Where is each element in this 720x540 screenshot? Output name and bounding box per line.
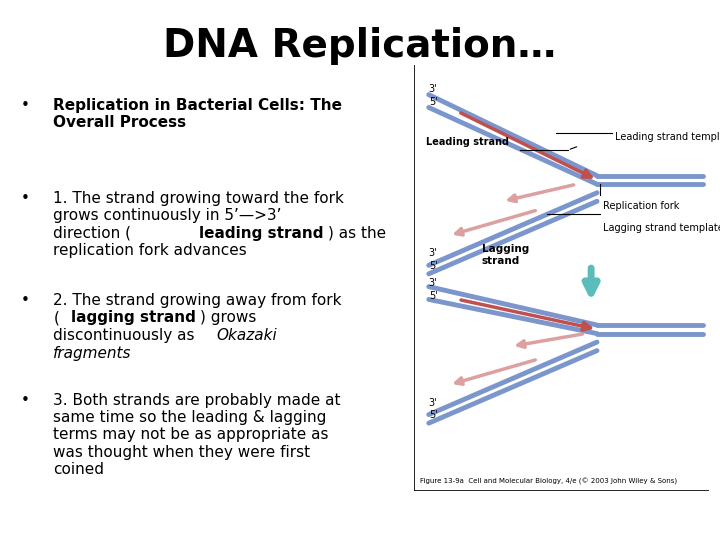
Text: leading strand: leading strand [199,226,323,241]
Text: 5': 5' [428,261,438,271]
Text: 3': 3' [428,397,437,408]
Text: discontinuously as: discontinuously as [53,328,199,343]
Text: Leading strand template: Leading strand template [615,132,720,143]
Text: 3': 3' [428,278,437,288]
Text: Replication fork: Replication fork [603,201,679,211]
Text: •: • [20,293,30,308]
Text: DNA Replication…: DNA Replication… [163,27,557,65]
Text: Figure 13-9a  Cell and Molecular Biology, 4/e (© 2003 John Wiley & Sons): Figure 13-9a Cell and Molecular Biology,… [420,478,677,485]
Text: ) grows: ) grows [200,310,256,326]
Text: 5': 5' [428,97,438,107]
Text: fragments: fragments [53,346,132,361]
Text: 3': 3' [428,84,437,94]
Text: lagging strand: lagging strand [71,310,196,326]
Text: •: • [20,98,30,113]
Text: 3': 3' [428,248,437,258]
Text: 1. The strand growing toward the fork
grows continuously in 5’—>3’
direction (: 1. The strand growing toward the fork gr… [53,191,344,240]
Text: ) as the: ) as the [328,226,387,241]
Text: replication fork advances: replication fork advances [53,244,247,259]
Text: Lagging strand template: Lagging strand template [603,222,720,233]
Text: 2. The strand growing away from fork
(: 2. The strand growing away from fork ( [53,293,342,325]
Text: Leading strand: Leading strand [426,137,509,146]
Text: •: • [20,191,30,206]
Text: 5': 5' [428,410,438,420]
Text: 5': 5' [428,291,438,301]
Text: Replication in Bacterial Cells: The
Overall Process: Replication in Bacterial Cells: The Over… [53,98,342,131]
Text: •: • [20,393,30,408]
Text: 3. Both strands are probably made at
same time so the leading & lagging
terms ma: 3. Both strands are probably made at sam… [53,393,341,477]
Text: Okazaki: Okazaki [216,328,277,343]
Text: Lagging
strand: Lagging strand [482,244,529,266]
